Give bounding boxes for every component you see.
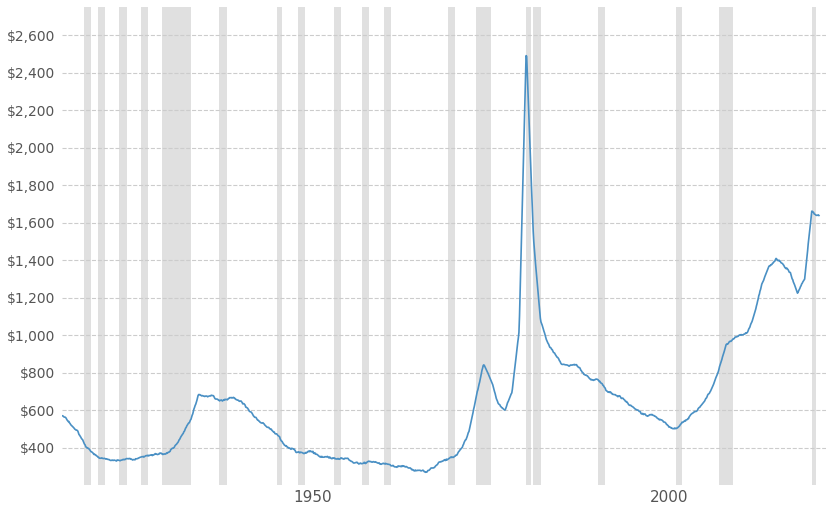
Bar [119,7,127,485]
Bar [676,7,682,485]
Bar [162,7,191,485]
Bar [362,7,369,485]
Bar [383,7,391,485]
Bar [141,7,148,485]
Bar [812,7,816,485]
Bar [719,7,733,485]
Bar [448,7,455,485]
Bar [597,7,605,485]
Bar [533,7,541,485]
Bar [219,7,227,485]
Bar [98,7,105,485]
Bar [277,7,282,485]
Bar [84,7,91,485]
Bar [298,7,305,485]
Bar [333,7,341,485]
Bar [526,7,531,485]
Bar [476,7,491,485]
